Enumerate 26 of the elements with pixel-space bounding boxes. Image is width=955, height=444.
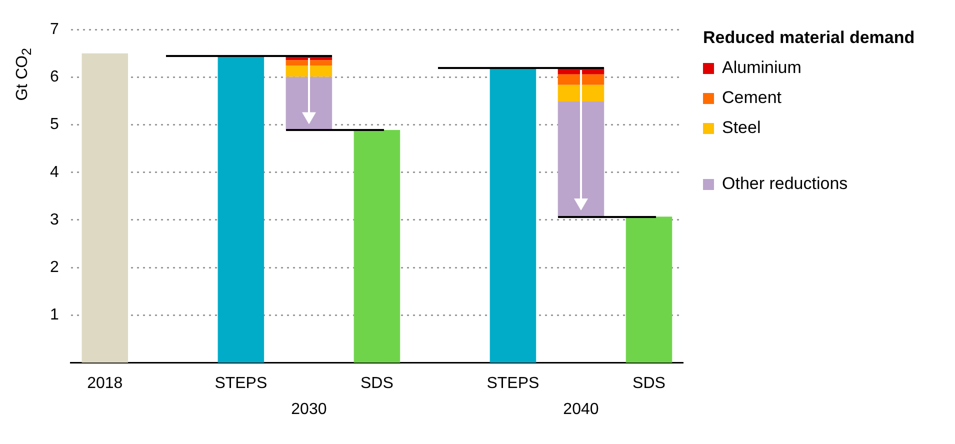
bar — [286, 60, 332, 66]
legend-label: Cement — [722, 88, 782, 108]
bar — [558, 84, 604, 102]
y-tick-label: 1 — [50, 306, 59, 324]
legend-title: Reduced material demand — [703, 28, 915, 48]
x-tick-label: STEPS — [214, 374, 268, 392]
text: 2040 — [562, 400, 600, 419]
y-tick-label: 7 — [50, 21, 59, 38]
legend-label: Steel — [722, 118, 761, 138]
x-tick-label: SDS — [360, 374, 394, 392]
bar — [82, 53, 128, 363]
y-tick-label: 5 — [50, 116, 59, 134]
bar — [286, 66, 332, 77]
legend-label: Other reductions — [722, 174, 848, 194]
x-tick-label: STEPS — [486, 374, 540, 392]
legend-label: Aluminium — [722, 58, 802, 78]
y-tick-label: 6 — [50, 68, 59, 86]
y-tick-label: 4 — [50, 164, 59, 181]
bar — [490, 68, 536, 363]
bar — [558, 74, 604, 85]
y-tick-label: 2 — [50, 259, 59, 276]
text: 2030 — [290, 400, 328, 419]
bar — [218, 56, 264, 363]
y-tick-label: 3 — [50, 211, 59, 228]
x-tick-label: SDS — [632, 374, 666, 392]
x-tick-label: 2018 — [87, 374, 123, 392]
